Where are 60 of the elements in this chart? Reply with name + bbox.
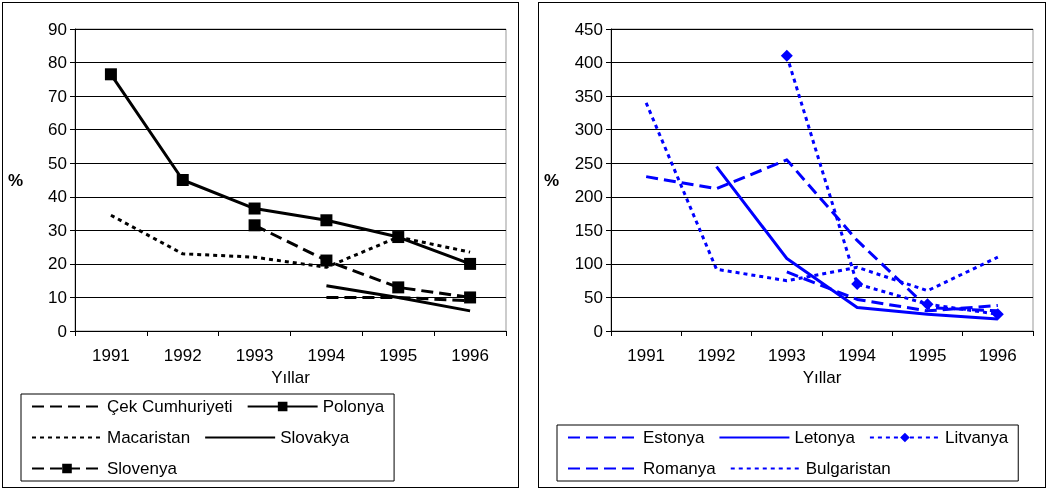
y-tick-label: 0 bbox=[57, 321, 67, 341]
point bbox=[248, 202, 261, 215]
x-axis-title: Yıllar bbox=[271, 368, 311, 387]
x-tick-label: 1993 bbox=[235, 346, 274, 365]
point bbox=[780, 49, 793, 62]
x-tick-label: 1994 bbox=[307, 346, 346, 365]
y-tick-label: 0 bbox=[593, 321, 603, 341]
legend-label: Polonya bbox=[322, 397, 385, 416]
legend-label: Slovenya bbox=[107, 459, 178, 478]
x-tick-label: 1995 bbox=[908, 346, 947, 365]
y-tick-label: 60 bbox=[48, 120, 67, 140]
y-tick-label: 100 bbox=[574, 254, 603, 274]
point bbox=[464, 257, 477, 270]
point bbox=[104, 68, 117, 81]
x-tick-label: 1992 bbox=[163, 346, 202, 365]
x-tick-label: 1996 bbox=[978, 346, 1017, 365]
point bbox=[921, 298, 934, 311]
point bbox=[320, 254, 333, 267]
x-tick-label: 1991 bbox=[92, 346, 130, 365]
y-tick-label: 400 bbox=[574, 53, 603, 73]
y-tick-label: 80 bbox=[48, 53, 67, 73]
point bbox=[851, 278, 864, 291]
legend-label: Litvanya bbox=[944, 428, 1009, 447]
x-tick-label: 1991 bbox=[627, 346, 666, 365]
y-tick-label: 50 bbox=[48, 153, 67, 173]
y-axis-title: % bbox=[7, 170, 23, 190]
legend-label: Letonya bbox=[794, 428, 856, 447]
point bbox=[320, 214, 333, 227]
y-tick-label: 300 bbox=[574, 120, 603, 140]
x-tick-label: 1996 bbox=[451, 346, 489, 365]
x-tick-label: 1992 bbox=[697, 346, 736, 365]
y-tick-label: 30 bbox=[48, 220, 67, 240]
y-tick-label: 150 bbox=[574, 220, 603, 240]
y-tick-label: 10 bbox=[48, 287, 67, 307]
y-tick-label: 450 bbox=[574, 19, 603, 39]
point bbox=[392, 231, 405, 244]
y-tick-label: 90 bbox=[48, 19, 67, 39]
point bbox=[176, 174, 189, 186]
y-axis-title: % bbox=[543, 170, 559, 190]
point bbox=[248, 219, 261, 232]
x-tick-label: 1993 bbox=[767, 346, 806, 365]
y-tick-label: 200 bbox=[574, 187, 603, 207]
legend-label: Macaristan bbox=[107, 428, 191, 447]
x-tick-label: 1995 bbox=[379, 346, 418, 365]
x-axis-title: Yıllar bbox=[802, 368, 842, 387]
legend-label: Estonya bbox=[643, 428, 705, 447]
legend-label: Bulgaristan bbox=[805, 459, 891, 478]
point bbox=[464, 291, 477, 304]
legend-label: Çek Cumhuriyeti bbox=[107, 397, 233, 416]
y-tick-label: 40 bbox=[48, 187, 67, 207]
y-tick-label: 50 bbox=[584, 287, 603, 307]
legend-label: Romanya bbox=[643, 459, 717, 478]
y-tick-label: 250 bbox=[574, 153, 603, 173]
y-tick-label: 350 bbox=[574, 86, 603, 106]
point bbox=[991, 308, 1004, 321]
y-tick-label: 20 bbox=[48, 254, 67, 274]
y-tick-label: 70 bbox=[48, 86, 67, 106]
point bbox=[392, 281, 405, 294]
legend-label: Slovakya bbox=[280, 428, 350, 447]
x-tick-label: 1994 bbox=[838, 346, 877, 365]
